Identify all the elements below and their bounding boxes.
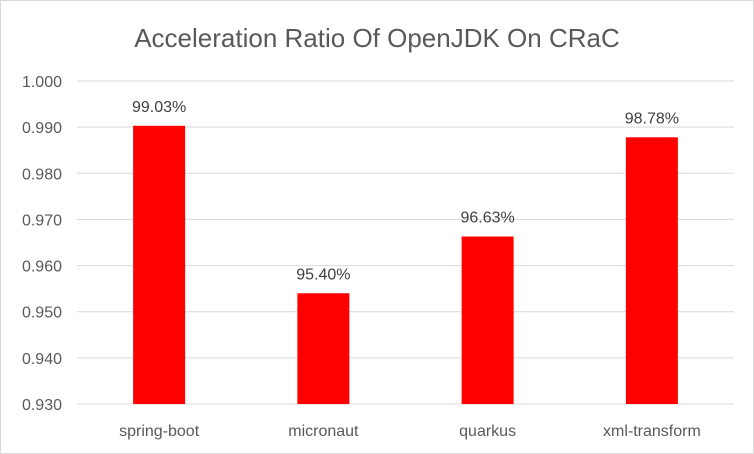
data-label: 99.03%: [132, 99, 186, 116]
x-tick-label: quarkus: [459, 423, 516, 440]
y-tick-label: 0.940: [22, 351, 62, 368]
data-label: 95.40%: [296, 266, 350, 283]
x-tick-label: micronaut: [288, 423, 359, 440]
y-tick-label: 0.970: [22, 212, 62, 229]
data-label: 98.78%: [625, 110, 679, 127]
bar: [461, 236, 514, 404]
chart-title: Acceleration Ratio Of OpenJDK On CRaC: [134, 23, 620, 53]
bar: [297, 293, 350, 404]
y-tick-label: 1.000: [22, 74, 62, 91]
x-tick-label: spring-boot: [119, 423, 200, 440]
y-tick-label: 0.950: [22, 305, 62, 322]
y-tick-label: 0.990: [22, 120, 62, 137]
bar: [625, 137, 678, 404]
data-label: 96.63%: [460, 210, 514, 227]
y-tick-label: 0.960: [22, 259, 62, 276]
x-tick-label: xml-transform: [603, 423, 701, 440]
bar: [133, 125, 186, 404]
y-tick-label: 0.930: [22, 397, 62, 414]
y-tick-label: 0.980: [22, 166, 62, 183]
